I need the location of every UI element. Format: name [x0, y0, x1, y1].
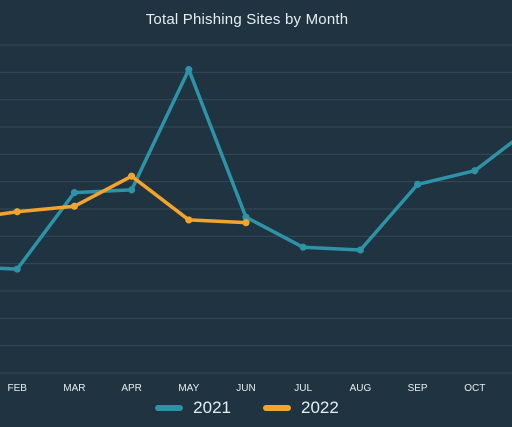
x-tick-label: JUN [236, 383, 255, 394]
data-point-2022 [128, 172, 136, 180]
data-point-2022 [13, 208, 21, 216]
data-point-2022 [70, 202, 78, 210]
chart-title: Total Phishing Sites by Month [145, 11, 349, 28]
data-point-2021 [185, 66, 193, 74]
data-point-2021 [414, 180, 422, 188]
data-point-2021 [70, 189, 78, 197]
data-point-2021 [471, 167, 479, 175]
x-tick-label: AUG [350, 383, 372, 394]
legend-item-2021[interactable]: 2021 [155, 398, 231, 418]
data-point-2022 [242, 219, 250, 227]
data-point-2021 [128, 186, 136, 194]
data-point-2021 [356, 246, 364, 254]
legend-label-2022: 2022 [301, 398, 339, 417]
x-tick-label: FEB [7, 383, 27, 394]
x-tick-label: SEP [408, 383, 428, 394]
data-point-2021 [299, 243, 307, 251]
series-line-2022 [0, 174, 248, 225]
x-tick-label: MAY [178, 383, 199, 394]
x-tick-label: OCT [464, 383, 485, 394]
x-tick-label: APR [121, 383, 142, 394]
data-point-2021 [13, 265, 21, 273]
legend-swatch-2022 [263, 405, 291, 411]
data-point-2021 [242, 213, 250, 221]
x-tick-label: MAR [63, 383, 85, 394]
chart-legend: 2021 2022 [0, 398, 494, 418]
legend-swatch-2021 [155, 405, 184, 411]
x-tick-label: JUL [294, 383, 312, 394]
legend-label-2021: 2021 [193, 398, 231, 417]
legend-item-2022[interactable]: 2022 [263, 398, 339, 418]
data-point-2022 [185, 216, 193, 224]
